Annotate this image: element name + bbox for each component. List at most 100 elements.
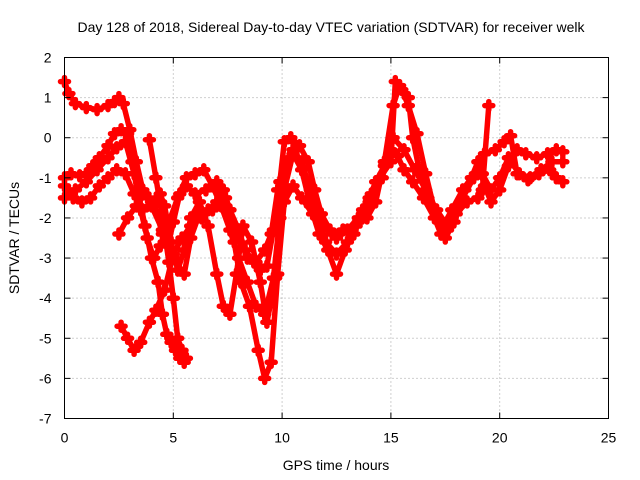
data-point xyxy=(314,219,329,233)
data-point xyxy=(223,307,237,321)
data-point xyxy=(142,132,157,147)
data-point xyxy=(519,147,533,161)
y-tick-labels: 2 1 0 -1 -2 -3 -4 -5 -6 -7 xyxy=(39,50,52,427)
data-point xyxy=(497,134,511,149)
plot-frame xyxy=(64,57,609,419)
data-point xyxy=(242,299,257,313)
y-tick-label: -7 xyxy=(39,411,52,427)
data-point xyxy=(484,183,498,197)
data-point xyxy=(545,155,559,169)
data-point xyxy=(336,223,350,237)
data-point xyxy=(260,259,274,273)
data-point xyxy=(62,86,76,101)
data-point xyxy=(142,315,157,329)
y-tick-label: -3 xyxy=(39,250,52,266)
data-point xyxy=(129,199,144,213)
data-point xyxy=(503,128,518,143)
data-point xyxy=(75,195,89,209)
data-point xyxy=(177,267,191,281)
data-point xyxy=(146,195,161,209)
data-point xyxy=(482,98,496,113)
data-point xyxy=(408,163,422,177)
data-point xyxy=(355,203,370,217)
data-point xyxy=(270,267,285,281)
data-point xyxy=(107,126,122,141)
data-point xyxy=(183,219,198,233)
data-point xyxy=(529,151,544,165)
x-tick-label: 20 xyxy=(492,430,508,446)
data-point xyxy=(170,191,185,205)
data-point xyxy=(405,175,420,189)
data-point xyxy=(364,187,379,201)
data-point xyxy=(390,149,405,163)
data-point xyxy=(477,147,492,161)
y-axis-label: SDTVAR / TECUs xyxy=(6,182,22,294)
data-point xyxy=(368,195,383,209)
y-tick-label: -5 xyxy=(39,330,52,346)
data-point xyxy=(458,183,472,197)
data-point xyxy=(292,138,307,153)
data-point xyxy=(466,171,481,185)
data-point xyxy=(260,315,274,329)
data-point xyxy=(118,134,133,149)
data-point xyxy=(112,227,126,241)
y-tick-label: -2 xyxy=(39,210,52,226)
y-tick-label: -4 xyxy=(39,290,52,306)
y-tick-label: 2 xyxy=(44,50,52,66)
data-point xyxy=(556,145,570,159)
data-point xyxy=(523,171,537,185)
data-point xyxy=(155,211,170,225)
data-point xyxy=(205,179,220,193)
data-point xyxy=(201,219,215,233)
data-point xyxy=(512,167,527,181)
data-point xyxy=(305,207,320,221)
data-point xyxy=(418,183,433,197)
data-point xyxy=(162,255,176,269)
data-point xyxy=(127,187,141,201)
data-point xyxy=(79,100,94,115)
data-point xyxy=(138,187,152,201)
data-point xyxy=(277,134,292,149)
data-point xyxy=(386,130,400,145)
data-point xyxy=(153,239,167,253)
data-point xyxy=(492,171,507,185)
data-point xyxy=(199,183,213,197)
data-point xyxy=(79,175,94,189)
data-point xyxy=(101,138,115,153)
data-point xyxy=(375,171,389,185)
y-tick-label: 1 xyxy=(44,90,52,106)
x-axis-label: GPS time / hours xyxy=(283,457,390,473)
data-point xyxy=(197,163,211,177)
x-tick-labels: 0 5 10 15 20 25 xyxy=(61,430,617,446)
data-point xyxy=(397,143,411,157)
data-point xyxy=(429,203,444,217)
chart-title: Day 128 of 2018, Sidereal Day-to-day VTE… xyxy=(77,19,585,35)
data-point xyxy=(175,343,189,358)
data-point xyxy=(157,283,172,297)
data-point xyxy=(251,343,265,358)
data-point xyxy=(257,243,272,257)
data-point xyxy=(66,191,80,205)
x-tick-label: 10 xyxy=(274,430,290,446)
data-point xyxy=(64,167,78,181)
data-point xyxy=(556,175,570,189)
data-point xyxy=(140,231,154,245)
data-point xyxy=(488,143,503,157)
data-point xyxy=(240,251,255,265)
data-point xyxy=(68,96,83,111)
data-point xyxy=(277,195,292,209)
data-point xyxy=(223,203,237,217)
x-tick-label: 0 xyxy=(61,430,69,446)
data-point xyxy=(438,231,453,245)
data-point xyxy=(244,235,259,249)
data-point xyxy=(114,319,128,333)
data-point xyxy=(294,191,309,205)
data-point xyxy=(210,267,224,281)
data-point xyxy=(120,331,135,346)
data-point xyxy=(253,275,268,289)
data-point xyxy=(270,183,285,197)
data-point xyxy=(475,167,490,181)
data-point xyxy=(149,171,163,185)
data-point xyxy=(205,203,220,217)
data-point xyxy=(257,371,272,386)
